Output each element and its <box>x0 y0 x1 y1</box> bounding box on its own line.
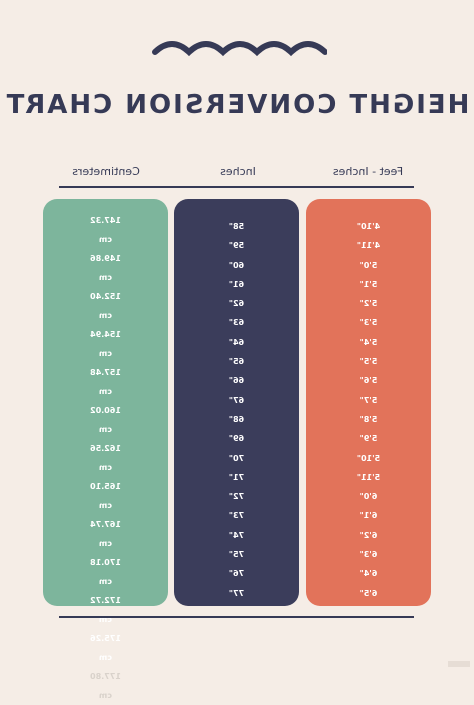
inches-value: 69" <box>228 434 245 444</box>
centimeters-value: 162.56 <box>90 444 121 453</box>
feet-inches-value: 6'1" <box>359 511 378 521</box>
inches-value: 67" <box>228 395 245 405</box>
inches-value: 66" <box>228 376 245 386</box>
feet-inches-value: 5'10" <box>356 453 381 463</box>
feet-inches-value: 6'0" <box>359 492 378 502</box>
inches-value: 73" <box>228 511 245 521</box>
feet-inches-value: 5'6" <box>359 376 378 386</box>
centimeters-value: 154.94 <box>90 330 121 339</box>
centimeters-value: 149.86 <box>90 254 121 263</box>
inches-value: 62" <box>228 299 245 309</box>
centimeters-value: 152.40 <box>90 292 121 301</box>
centimeters-value: cm <box>98 691 113 700</box>
centimeters-value: 167.74 <box>90 520 121 529</box>
feet-inches-value: 5'5" <box>359 357 378 367</box>
feet-inches-value: 5'7" <box>359 395 378 405</box>
centimeters-value: cm <box>98 235 113 244</box>
inches-value: 68" <box>228 414 245 424</box>
inches-value: 60" <box>228 260 245 270</box>
inches-value: 75" <box>228 550 245 560</box>
feet-inches-value: 5'0" <box>359 260 378 270</box>
centimeters-value: cm <box>98 539 113 548</box>
header-inches: Inches <box>220 165 256 178</box>
inches-value: 59" <box>228 241 245 251</box>
centimeters-column: 147.32 cm 149.86 cm 152.40 cm 154.94 cm 157.48 cm… <box>43 199 168 700</box>
feet-inches-value: 6'4" <box>359 569 378 579</box>
header-divider <box>59 186 414 188</box>
feet-inches-column: 4'10" 4'11" 5'0" 5'1" 5'2" 5'3" 5'4" 5'5" 5'6" 5'… <box>306 199 431 606</box>
feet-inches-value: 5'1" <box>359 279 378 289</box>
inches-value: 65" <box>228 357 245 367</box>
corner-mark <box>448 661 470 667</box>
centimeters-value: cm <box>98 615 113 624</box>
footer-divider <box>59 616 414 618</box>
inches-value: 71" <box>228 472 245 482</box>
feet-inches-value: 4'11" <box>356 241 381 251</box>
centimeters-value: 170.18 <box>90 558 121 567</box>
centimeters-value: cm <box>98 653 113 662</box>
centimeters-value: cm <box>98 501 113 510</box>
inches-value: 61" <box>228 279 245 289</box>
centimeters-value: 160.02 <box>90 406 121 415</box>
inches-value: 70" <box>228 453 245 463</box>
header-centimeters: Centimeters <box>72 165 140 178</box>
feet-inches-value: 6'2" <box>359 530 378 540</box>
inches-value: 77" <box>228 588 245 598</box>
feet-inches-value: 6'3" <box>359 550 378 560</box>
centimeters-value: 175.26 <box>90 634 121 643</box>
feet-inches-value: 5'3" <box>359 318 378 328</box>
centimeters-value: cm <box>98 463 113 472</box>
inches-value: 64" <box>228 337 245 347</box>
inches-value: 58" <box>228 222 245 231</box>
feet-inches-value: 5'11" <box>356 472 381 482</box>
inches-value: 63" <box>228 318 245 328</box>
feet-inches-value: 6'5" <box>359 588 378 598</box>
wave-decoration <box>152 41 327 57</box>
centimeters-value: cm <box>98 311 113 320</box>
feet-inches-value: 5'9" <box>359 434 378 444</box>
centimeters-value: 157.48 <box>90 368 121 377</box>
centimeters-value: 147.32 <box>90 216 121 225</box>
centimeters-value: cm <box>98 387 113 396</box>
page-title: HEIGHT CONVERSION CHART <box>4 90 470 120</box>
chart-page: HEIGHT CONVERSION CHART Feet - Inches In… <box>4 41 470 700</box>
inches-value: 74" <box>228 530 245 540</box>
centimeters-value: cm <box>98 425 113 434</box>
feet-inches-value: 4'10" <box>356 222 381 231</box>
inches-value: 76" <box>228 569 245 579</box>
centimeters-value: 165.10 <box>90 482 121 491</box>
feet-inches-value: 5'4" <box>359 337 378 347</box>
centimeters-value: cm <box>98 349 113 358</box>
header-feet-inches: Feet - Inches <box>332 165 404 178</box>
feet-inches-value: 5'8" <box>359 414 378 424</box>
inches-value: 72" <box>228 492 245 502</box>
centimeters-value: cm <box>98 577 113 586</box>
inches-column: 58" 59" 60" 61" 62" 63" 64" 65" 66" 67" 68" 69" 70" 7… <box>174 199 299 606</box>
feet-inches-value: 5'2" <box>359 299 378 309</box>
centimeters-value: 172.72 <box>90 596 121 605</box>
centimeters-value: 177.80 <box>90 672 121 681</box>
centimeters-value: cm <box>98 273 113 282</box>
